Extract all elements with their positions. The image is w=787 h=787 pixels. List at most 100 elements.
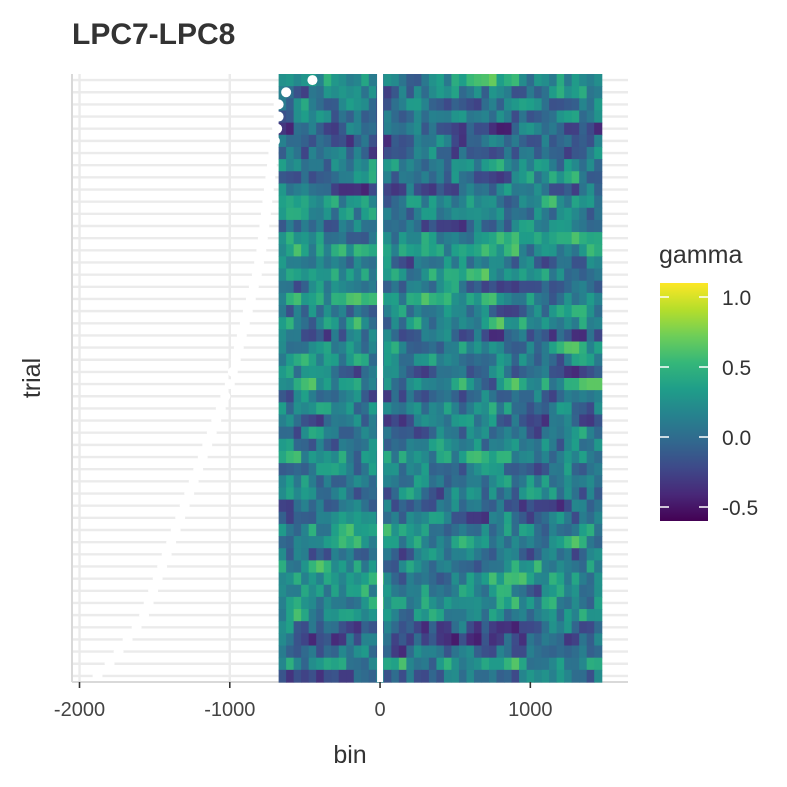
legend-colorbar bbox=[660, 283, 708, 521]
heatmap-cell bbox=[496, 426, 505, 440]
heatmap-cell bbox=[571, 280, 580, 294]
heatmap-cell bbox=[361, 134, 370, 148]
heatmap-cell bbox=[571, 317, 580, 330]
heatmap-cell bbox=[316, 584, 325, 598]
heatmap-cell bbox=[346, 584, 355, 598]
heatmap-cell bbox=[338, 450, 347, 464]
event-point bbox=[265, 172, 276, 183]
heatmap-cell bbox=[541, 499, 550, 513]
heatmap-cell bbox=[308, 280, 317, 294]
heatmap-cell bbox=[353, 523, 362, 537]
heatmap-cell bbox=[458, 195, 468, 209]
heatmap-cell bbox=[361, 572, 370, 586]
heatmap-cell bbox=[564, 402, 573, 416]
heatmap-cell bbox=[368, 280, 377, 294]
heatmap-cell bbox=[308, 146, 317, 160]
heatmap-cell bbox=[496, 402, 505, 416]
heatmap-cell bbox=[496, 499, 505, 513]
heatmap-cell bbox=[579, 609, 588, 622]
heatmap-cell bbox=[293, 633, 302, 647]
heatmap-cell bbox=[361, 86, 370, 99]
heatmap-cell bbox=[398, 134, 407, 148]
heatmap-cell bbox=[466, 317, 475, 330]
heatmap-cell bbox=[436, 134, 445, 148]
heatmap-cell bbox=[504, 560, 513, 574]
heatmap-cell bbox=[361, 378, 370, 391]
heatmap-cell bbox=[451, 402, 460, 416]
legend-tick-label: -0.5 bbox=[722, 497, 758, 520]
heatmap-cell bbox=[451, 292, 460, 306]
heatmap-cell bbox=[586, 244, 595, 257]
heatmap-cell bbox=[368, 292, 377, 306]
heatmap-cell bbox=[511, 523, 520, 537]
heatmap-cell bbox=[436, 232, 445, 245]
heatmap-cell bbox=[406, 305, 415, 318]
heatmap-cell bbox=[586, 378, 595, 391]
heatmap-cell bbox=[586, 122, 595, 136]
heatmap-cell bbox=[526, 146, 535, 160]
heatmap-cell bbox=[323, 341, 332, 355]
heatmap-cell bbox=[511, 256, 520, 270]
heatmap-cell bbox=[473, 317, 483, 330]
heatmap-cell bbox=[368, 475, 377, 489]
heatmap-cell bbox=[496, 110, 505, 124]
heatmap-cell bbox=[436, 438, 445, 452]
heatmap-cell bbox=[368, 669, 377, 683]
heatmap-cell bbox=[571, 414, 580, 428]
heatmap-cell bbox=[534, 450, 543, 464]
heatmap-cell bbox=[368, 645, 377, 659]
heatmap-cell bbox=[406, 183, 415, 197]
heatmap-cell bbox=[361, 560, 370, 574]
heatmap-cell bbox=[473, 633, 483, 647]
heatmap-cell bbox=[421, 596, 430, 610]
heatmap-cell bbox=[556, 244, 565, 257]
heatmap-cell bbox=[301, 122, 310, 136]
heatmap-cell bbox=[541, 450, 550, 464]
heatmap-cell bbox=[556, 426, 565, 440]
heatmap-cell bbox=[316, 450, 325, 464]
heatmap-cell bbox=[413, 584, 422, 598]
heatmap-cell bbox=[346, 621, 355, 634]
heatmap-cell bbox=[466, 341, 475, 355]
heatmap-cell bbox=[331, 560, 340, 574]
heatmap-cell bbox=[556, 560, 565, 574]
heatmap-cell bbox=[504, 414, 513, 428]
heatmap-cell bbox=[481, 499, 490, 513]
heatmap-cell bbox=[526, 183, 535, 197]
heatmap-cell bbox=[519, 609, 528, 622]
heatmap-cell bbox=[331, 633, 340, 647]
heatmap-cell bbox=[338, 122, 347, 136]
heatmap-cell bbox=[406, 280, 415, 294]
heatmap-cell bbox=[383, 426, 392, 440]
heatmap-cell bbox=[316, 317, 325, 330]
heatmap-cell bbox=[534, 292, 543, 306]
event-point bbox=[251, 269, 262, 280]
heatmap-cell bbox=[511, 74, 520, 87]
heatmap-cell bbox=[406, 146, 415, 160]
event-point bbox=[245, 293, 256, 304]
heatmap-cell bbox=[526, 584, 535, 598]
heatmap-cell bbox=[421, 657, 430, 671]
heatmap-cell bbox=[316, 195, 325, 209]
heatmap-cell bbox=[428, 159, 438, 172]
heatmap-cell bbox=[504, 98, 513, 112]
heatmap-cell bbox=[398, 207, 407, 221]
event-point bbox=[179, 500, 190, 511]
heatmap-cell bbox=[421, 560, 430, 574]
heatmap-cell bbox=[586, 159, 595, 172]
heatmap-cell bbox=[564, 487, 573, 501]
heatmap-cell bbox=[458, 305, 468, 318]
heatmap-cell bbox=[466, 426, 475, 440]
heatmap-cell bbox=[541, 280, 550, 294]
heatmap-cell bbox=[323, 171, 332, 185]
heatmap-cell bbox=[368, 146, 377, 160]
heatmap-cell bbox=[594, 475, 603, 489]
heatmap-cell bbox=[473, 450, 483, 464]
heatmap-cell bbox=[413, 268, 422, 282]
heatmap-cell bbox=[511, 134, 520, 148]
heatmap-cell bbox=[421, 499, 430, 513]
heatmap-cell bbox=[526, 657, 535, 671]
heatmap-cell bbox=[346, 195, 355, 209]
heatmap-cell bbox=[519, 414, 528, 428]
heatmap-cell bbox=[466, 414, 475, 428]
